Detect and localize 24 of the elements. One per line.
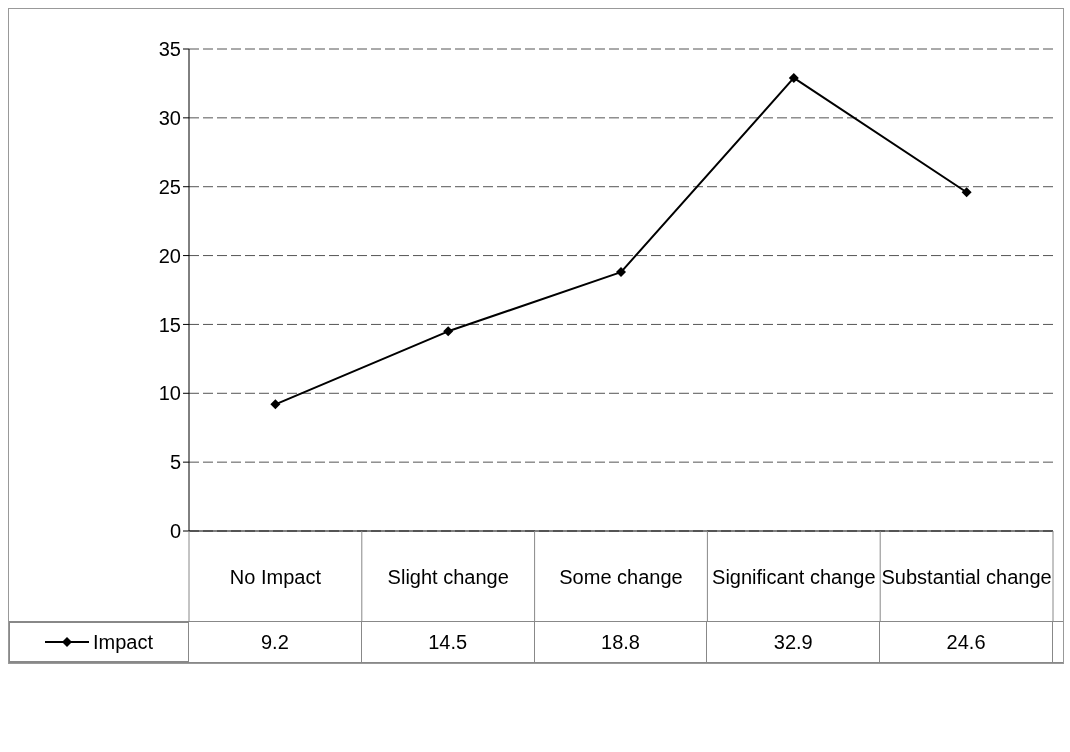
y-tick-label: 0 [169,520,181,543]
data-label: 32.9 [707,622,881,662]
y-tick-label: 10 [158,382,181,405]
point [443,326,454,337]
x-tick-label: Slight change [387,566,509,589]
x-tick-label: Significant change [712,566,876,589]
x-tick-label: Substantial change [881,566,1052,589]
x-tick-label: Some change [559,566,683,589]
data-label: 24.6 [880,622,1053,662]
data-label: 18.8 [534,622,708,662]
data-label: 9.2 [189,622,362,662]
point [270,399,281,410]
y-tick-label: 25 [158,175,181,198]
point [788,72,799,83]
y-tick-label: 5 [169,451,181,474]
point [616,267,626,278]
point [961,187,972,198]
y-tick-label: 30 [158,106,181,129]
y-tick-label: 35 [158,38,181,61]
data-label: 14.5 [361,622,535,662]
y-tick-label: 15 [158,313,181,336]
legend-label: Impact [92,630,154,654]
x-tick-label: No Impact [229,566,322,589]
y-tick-label: 20 [158,244,181,267]
